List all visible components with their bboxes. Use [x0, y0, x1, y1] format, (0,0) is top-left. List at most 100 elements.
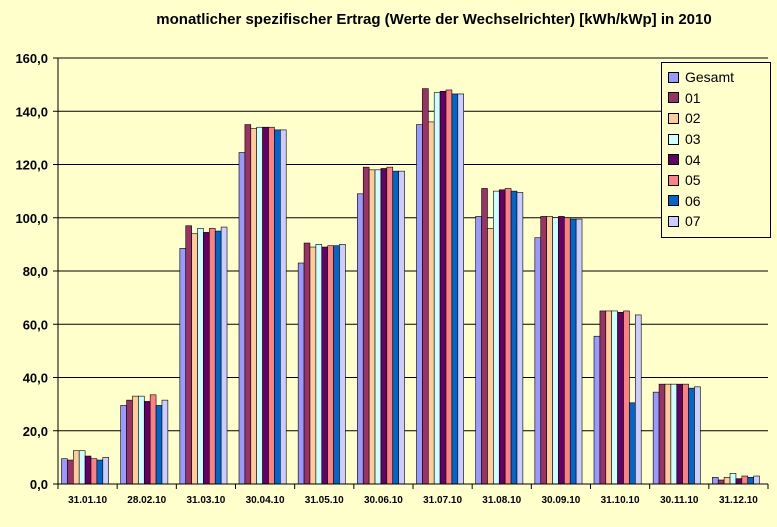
bar-01-30.11.10	[658, 383, 666, 485]
legend-item: 04	[668, 149, 770, 170]
bar-01-31.12.10	[717, 479, 725, 485]
legend-item: 06	[668, 191, 770, 212]
bar-03-30.06.10	[374, 169, 382, 485]
bar-05-31.03.10	[209, 228, 216, 485]
y-tick-label: 100,0	[15, 211, 48, 226]
x-tick-label: 30.09.10	[541, 495, 580, 506]
legend-swatch	[668, 71, 679, 83]
bar-02-31.10.10	[605, 310, 612, 485]
bar-Gesamt-30.06.10	[357, 193, 364, 485]
bar-Gesamt-28.02.10	[120, 405, 127, 485]
bar-05-30.04.10	[268, 126, 275, 485]
bar-05-30.09.10	[564, 217, 571, 485]
bar-Gesamt-31.12.10	[712, 477, 719, 485]
bar-05-30.11.10	[682, 383, 689, 485]
bar-Gesamt-31.10.10	[593, 335, 601, 485]
legend-label: 06	[685, 192, 701, 209]
bar-05-31.01.10	[90, 458, 98, 485]
bar-06-28.02.10	[155, 405, 163, 485]
bar-04-31.05.10	[321, 246, 328, 485]
bar-04-31.10.10	[617, 311, 624, 485]
bar-04-31.03.10	[203, 232, 210, 485]
y-tick-label: 140,0	[15, 104, 48, 119]
y-tick-label: 80,0	[23, 264, 48, 279]
bar-06-30.06.10	[392, 170, 399, 485]
y-axis-ticks: 0,0 20,0 40,0 60,0 80,0 100,0 120,0 140,0 160,0	[15, 51, 58, 492]
y-tick-label: 120,0	[15, 158, 48, 173]
bar-03-30.09.10	[552, 217, 559, 485]
x-tick-label: 30.04.10	[246, 495, 285, 506]
bar-04-28.02.10	[143, 401, 151, 485]
legend-item: 07	[668, 211, 770, 232]
bar-06-31.03.10	[214, 230, 222, 485]
y-tick-label: 0,0	[30, 477, 48, 492]
legend-label: 02	[685, 110, 701, 127]
bar-02-31.07.10	[427, 121, 435, 485]
legend-item: 01	[668, 88, 770, 109]
x-tick-label: 31.03.10	[186, 495, 225, 506]
x-tick-label: 31.01.10	[68, 495, 107, 506]
legend-swatch	[668, 154, 679, 166]
legend-swatch	[668, 133, 679, 145]
legend-label: 05	[685, 172, 701, 189]
y-tick-label: 60,0	[23, 317, 48, 332]
bar-04-31.01.10	[84, 455, 92, 485]
legend-item: Gesamt	[668, 67, 770, 88]
bar-03-28.02.10	[138, 395, 145, 485]
x-axis-ticks: 31.01.10 28.02.10 31.03.10 30.04.10 31.05.10…	[57, 484, 769, 506]
bar-Gesamt-31.08.10	[475, 216, 482, 485]
x-tick-label: 31.10.10	[601, 495, 640, 506]
legend-item: 05	[668, 170, 770, 191]
bar-01-31.10.10	[599, 310, 607, 485]
bar-07-31.08.10	[516, 192, 524, 485]
bar-07-31.03.10	[220, 226, 228, 485]
bar-02-30.06.10	[368, 169, 376, 485]
bar-04-30.11.10	[676, 383, 683, 485]
y-tick-label: 40,0	[23, 371, 48, 386]
bar-04-30.06.10	[380, 168, 388, 485]
bar-Gesamt-31.07.10	[416, 124, 423, 485]
bar-Gesamt-31.05.10	[297, 262, 305, 485]
legend-label: 07	[685, 213, 701, 230]
bar-01-31.05.10	[303, 242, 311, 485]
x-tick-label: 31.08.10	[482, 495, 521, 506]
bar-02-31.01.10	[73, 450, 80, 485]
x-tick-label: 31.07.10	[423, 495, 462, 506]
legend-label: 03	[685, 131, 701, 148]
bar-05-31.12.10	[741, 475, 749, 485]
bar-06-31.07.10	[451, 93, 459, 485]
legend-label: Gesamt	[685, 69, 735, 86]
bar-Gesamt-31.03.10	[179, 248, 187, 485]
bar-03-31.12.10	[729, 473, 737, 485]
bar-04-31.08.10	[498, 189, 506, 485]
bar-03-31.03.10	[197, 228, 204, 485]
bar-01-30.06.10	[362, 166, 370, 485]
legend-label: 04	[685, 151, 701, 168]
bar-03-31.10.10	[611, 310, 618, 485]
legend-label: 01	[685, 89, 701, 106]
bar-01-31.08.10	[481, 188, 488, 485]
bar-Gesamt-30.11.10	[652, 391, 660, 485]
bar-05-31.05.10	[327, 245, 334, 485]
bar-05-28.02.10	[149, 394, 157, 485]
bar-06-30.11.10	[688, 387, 695, 485]
bar-Gesamt-30.04.10	[238, 152, 246, 485]
y-tick-label: 20,0	[23, 424, 48, 439]
bar-04-30.09.10	[558, 216, 565, 485]
bar-02-31.12.10	[723, 477, 731, 485]
chart-title: monatlicher spezifischer Ertrag (Werte d…	[156, 11, 711, 28]
bar-07-30.04.10	[279, 129, 287, 485]
bar-03-31.07.10	[433, 92, 441, 485]
bar-02-31.05.10	[309, 246, 317, 485]
bar-07-30.09.10	[575, 218, 583, 485]
bar-06-31.08.10	[510, 190, 518, 485]
bar-03-30.04.10	[256, 126, 263, 485]
bar-01-31.07.10	[422, 88, 429, 485]
legend-swatch	[668, 195, 679, 207]
bar-06-31.12.10	[747, 477, 754, 485]
legend-swatch	[668, 112, 679, 124]
bar-03-31.05.10	[315, 244, 323, 485]
y-tick-label: 160,0	[15, 51, 48, 66]
